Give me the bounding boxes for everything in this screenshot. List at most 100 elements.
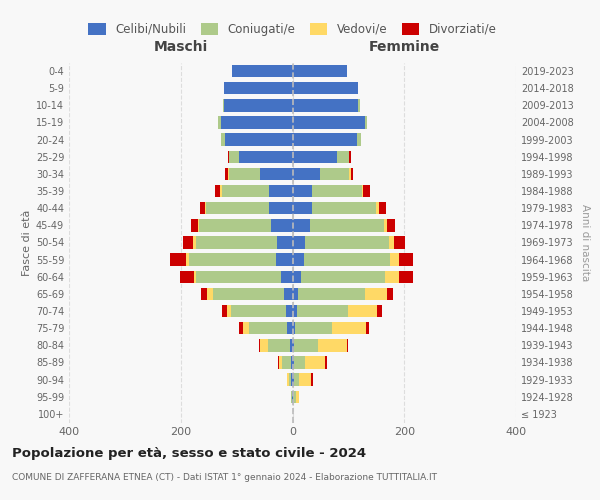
Bar (357, 134, 361, 146)
Bar (287, 374, 289, 386)
Bar (260, 168, 293, 180)
Bar (291, 356, 293, 368)
Bar (191, 219, 197, 232)
Bar (293, 185, 312, 197)
Bar (394, 236, 406, 248)
Bar (358, 99, 359, 112)
Bar (207, 288, 212, 300)
Bar (296, 390, 299, 403)
Bar (325, 356, 326, 368)
Bar (228, 168, 229, 180)
Bar (170, 254, 187, 266)
Bar (293, 288, 298, 300)
Bar (293, 305, 297, 317)
Bar (293, 236, 305, 248)
Bar (293, 202, 312, 214)
Bar (291, 390, 292, 403)
Bar (362, 185, 364, 197)
Bar (231, 305, 286, 317)
Bar (269, 185, 293, 197)
Bar (398, 270, 413, 283)
Bar (194, 270, 196, 283)
Bar (347, 339, 348, 351)
Bar (311, 374, 313, 386)
Bar (197, 219, 199, 232)
Bar (293, 322, 295, 334)
Bar (349, 305, 377, 317)
Bar (364, 185, 370, 197)
Bar (297, 305, 349, 317)
Bar (220, 185, 221, 197)
Bar (293, 150, 337, 163)
Bar (295, 322, 332, 334)
Bar (293, 82, 358, 94)
Bar (298, 288, 365, 300)
Bar (276, 254, 293, 266)
Bar (249, 322, 287, 334)
Bar (293, 65, 347, 77)
Bar (293, 390, 296, 403)
Bar (293, 219, 310, 232)
Bar (293, 134, 357, 146)
Bar (224, 99, 293, 112)
Bar (183, 236, 193, 248)
Bar (289, 374, 292, 386)
Bar (366, 322, 369, 334)
Bar (244, 322, 249, 334)
Bar (293, 339, 294, 351)
Bar (239, 322, 244, 334)
Bar (206, 202, 269, 214)
Bar (215, 185, 220, 197)
Bar (349, 168, 350, 180)
Bar (293, 116, 365, 128)
Text: COMUNE DI ZAFFERANA ETNEA (CT) - Dati ISTAT 1° gennaio 2024 - Elaborazione TUTTI: COMUNE DI ZAFFERANA ETNEA (CT) - Dati IS… (12, 472, 437, 482)
Bar (299, 374, 311, 386)
Bar (304, 254, 390, 266)
Bar (229, 168, 260, 180)
Bar (189, 254, 276, 266)
Bar (187, 254, 189, 266)
Bar (385, 270, 398, 283)
Bar (279, 356, 282, 368)
Bar (376, 202, 379, 214)
Bar (277, 236, 293, 248)
Bar (232, 65, 293, 77)
Text: Maschi: Maschi (154, 40, 208, 54)
Bar (202, 288, 207, 300)
Bar (196, 236, 277, 248)
Bar (294, 339, 317, 351)
Bar (312, 185, 362, 197)
Bar (294, 356, 305, 368)
Bar (293, 168, 320, 180)
Legend: Celibi/Nubili, Coniugati/e, Vedovi/e, Divorziati/e: Celibi/Nubili, Coniugati/e, Vedovi/e, Di… (83, 18, 502, 40)
Bar (228, 150, 229, 163)
Bar (377, 305, 382, 317)
Bar (293, 356, 294, 368)
Bar (305, 236, 389, 248)
Bar (278, 356, 279, 368)
Bar (287, 322, 293, 334)
Bar (390, 254, 398, 266)
Bar (218, 116, 221, 128)
Bar (290, 339, 293, 351)
Bar (221, 116, 293, 128)
Bar (205, 202, 206, 214)
Bar (179, 270, 194, 283)
Bar (229, 150, 239, 163)
Bar (286, 305, 293, 317)
Bar (305, 356, 325, 368)
Bar (293, 374, 299, 386)
Bar (293, 254, 304, 266)
Bar (387, 219, 395, 232)
Bar (332, 322, 366, 334)
Y-axis label: Fasce di età: Fasce di età (22, 210, 32, 276)
Bar (398, 254, 413, 266)
Bar (259, 339, 260, 351)
Bar (281, 270, 293, 283)
Bar (379, 202, 386, 214)
Bar (226, 168, 228, 180)
Bar (222, 305, 227, 317)
Bar (349, 150, 350, 163)
Bar (293, 270, 301, 283)
Bar (271, 219, 293, 232)
